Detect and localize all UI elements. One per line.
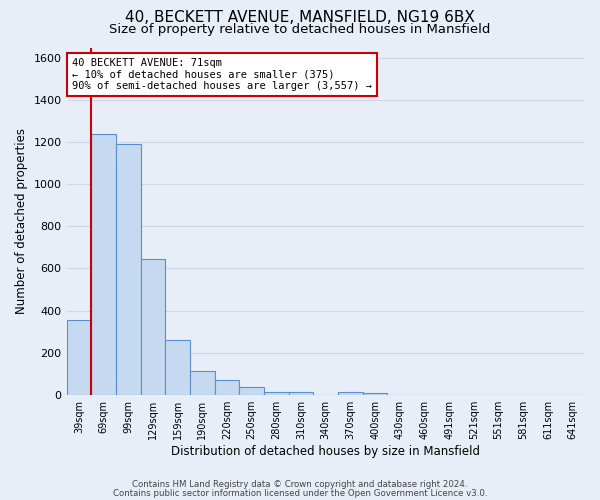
- Text: 40, BECKETT AVENUE, MANSFIELD, NG19 6BX: 40, BECKETT AVENUE, MANSFIELD, NG19 6BX: [125, 10, 475, 25]
- Bar: [67, 320, 91, 394]
- Bar: [215, 380, 239, 394]
- Bar: [116, 144, 140, 394]
- Bar: [363, 392, 388, 394]
- Bar: [264, 392, 289, 394]
- Text: 40 BECKETT AVENUE: 71sqm
← 10% of detached houses are smaller (375)
90% of semi-: 40 BECKETT AVENUE: 71sqm ← 10% of detach…: [72, 58, 372, 91]
- Bar: [165, 340, 190, 394]
- Y-axis label: Number of detached properties: Number of detached properties: [15, 128, 28, 314]
- Bar: [190, 370, 215, 394]
- X-axis label: Distribution of detached houses by size in Mansfield: Distribution of detached houses by size …: [171, 444, 480, 458]
- Bar: [91, 134, 116, 394]
- Bar: [140, 259, 165, 394]
- Bar: [289, 392, 313, 394]
- Bar: [338, 392, 363, 394]
- Text: Contains HM Land Registry data © Crown copyright and database right 2024.: Contains HM Land Registry data © Crown c…: [132, 480, 468, 489]
- Text: Contains public sector information licensed under the Open Government Licence v3: Contains public sector information licen…: [113, 489, 487, 498]
- Bar: [239, 386, 264, 394]
- Text: Size of property relative to detached houses in Mansfield: Size of property relative to detached ho…: [109, 22, 491, 36]
